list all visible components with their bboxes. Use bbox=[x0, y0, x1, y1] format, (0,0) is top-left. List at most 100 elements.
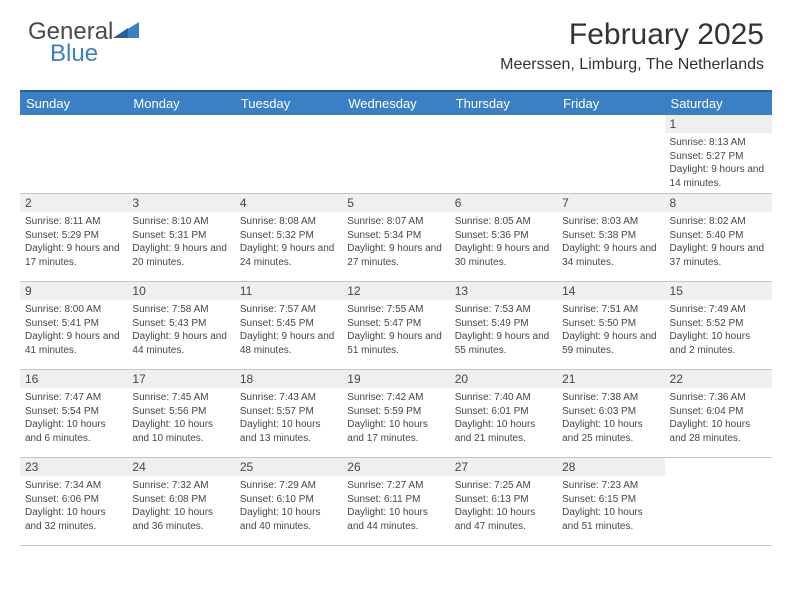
daylight-text: Daylight: 10 hours and 25 minutes. bbox=[562, 418, 659, 445]
calendar-cell bbox=[235, 115, 342, 194]
month-title: February 2025 bbox=[500, 18, 764, 52]
sunrise-text: Sunrise: 7:29 AM bbox=[240, 479, 337, 493]
daylight-text: Daylight: 10 hours and 10 minutes. bbox=[132, 418, 229, 445]
sunrise-text: Sunrise: 8:10 AM bbox=[132, 215, 229, 229]
day-number: 12 bbox=[342, 282, 449, 300]
logo-text-block: General Blue bbox=[28, 18, 139, 68]
daylight-text: Daylight: 9 hours and 59 minutes. bbox=[562, 330, 659, 357]
day-number: 20 bbox=[450, 370, 557, 388]
day-number: 16 bbox=[20, 370, 127, 388]
day-number: 10 bbox=[127, 282, 234, 300]
day-number: 4 bbox=[235, 194, 342, 212]
weekday-header: Wednesday bbox=[342, 91, 449, 115]
day-info: Sunrise: 7:23 AMSunset: 6:15 PMDaylight:… bbox=[557, 476, 664, 536]
sunrise-text: Sunrise: 8:03 AM bbox=[562, 215, 659, 229]
day-number: 5 bbox=[342, 194, 449, 212]
calendar-cell: 10Sunrise: 7:58 AMSunset: 5:43 PMDayligh… bbox=[127, 282, 234, 370]
day-info: Sunrise: 7:47 AMSunset: 5:54 PMDaylight:… bbox=[20, 388, 127, 448]
daylight-text: Daylight: 9 hours and 27 minutes. bbox=[347, 242, 444, 269]
day-info: Sunrise: 7:36 AMSunset: 6:04 PMDaylight:… bbox=[665, 388, 772, 448]
sunset-text: Sunset: 5:52 PM bbox=[670, 317, 767, 331]
weekday-header: Monday bbox=[127, 91, 234, 115]
day-info: Sunrise: 7:58 AMSunset: 5:43 PMDaylight:… bbox=[127, 300, 234, 360]
day-info: Sunrise: 8:02 AMSunset: 5:40 PMDaylight:… bbox=[665, 212, 772, 272]
sunrise-text: Sunrise: 8:07 AM bbox=[347, 215, 444, 229]
daylight-text: Daylight: 10 hours and 17 minutes. bbox=[347, 418, 444, 445]
day-info: Sunrise: 7:49 AMSunset: 5:52 PMDaylight:… bbox=[665, 300, 772, 360]
day-number: 6 bbox=[450, 194, 557, 212]
sunrise-text: Sunrise: 7:47 AM bbox=[25, 391, 122, 405]
day-number: 19 bbox=[342, 370, 449, 388]
calendar-body: 1Sunrise: 8:13 AMSunset: 5:27 PMDaylight… bbox=[20, 115, 772, 546]
logo: General Blue bbox=[28, 18, 139, 68]
calendar-cell: 18Sunrise: 7:43 AMSunset: 5:57 PMDayligh… bbox=[235, 370, 342, 458]
calendar-cell: 14Sunrise: 7:51 AMSunset: 5:50 PMDayligh… bbox=[557, 282, 664, 370]
sunset-text: Sunset: 6:10 PM bbox=[240, 493, 337, 507]
day-info: Sunrise: 7:53 AMSunset: 5:49 PMDaylight:… bbox=[450, 300, 557, 360]
sunset-text: Sunset: 5:47 PM bbox=[347, 317, 444, 331]
calendar-cell: 5Sunrise: 8:07 AMSunset: 5:34 PMDaylight… bbox=[342, 194, 449, 282]
day-info: Sunrise: 7:25 AMSunset: 6:13 PMDaylight:… bbox=[450, 476, 557, 536]
calendar-cell bbox=[127, 115, 234, 194]
sunrise-text: Sunrise: 7:42 AM bbox=[347, 391, 444, 405]
calendar-week-row: 1Sunrise: 8:13 AMSunset: 5:27 PMDaylight… bbox=[20, 115, 772, 194]
sunset-text: Sunset: 6:15 PM bbox=[562, 493, 659, 507]
calendar-week-row: 23Sunrise: 7:34 AMSunset: 6:06 PMDayligh… bbox=[20, 458, 772, 546]
sunrise-text: Sunrise: 8:11 AM bbox=[25, 215, 122, 229]
day-info: Sunrise: 7:27 AMSunset: 6:11 PMDaylight:… bbox=[342, 476, 449, 536]
daylight-text: Daylight: 9 hours and 41 minutes. bbox=[25, 330, 122, 357]
day-number: 14 bbox=[557, 282, 664, 300]
day-number: 3 bbox=[127, 194, 234, 212]
sunrise-text: Sunrise: 7:25 AM bbox=[455, 479, 552, 493]
sunset-text: Sunset: 5:54 PM bbox=[25, 405, 122, 419]
sunrise-text: Sunrise: 7:45 AM bbox=[132, 391, 229, 405]
calendar-cell: 9Sunrise: 8:00 AMSunset: 5:41 PMDaylight… bbox=[20, 282, 127, 370]
sunset-text: Sunset: 5:45 PM bbox=[240, 317, 337, 331]
daylight-text: Daylight: 9 hours and 44 minutes. bbox=[132, 330, 229, 357]
calendar-cell: 7Sunrise: 8:03 AMSunset: 5:38 PMDaylight… bbox=[557, 194, 664, 282]
daylight-text: Daylight: 9 hours and 30 minutes. bbox=[455, 242, 552, 269]
sunset-text: Sunset: 5:32 PM bbox=[240, 229, 337, 243]
daylight-text: Daylight: 10 hours and 51 minutes. bbox=[562, 506, 659, 533]
calendar-cell: 13Sunrise: 7:53 AMSunset: 5:49 PMDayligh… bbox=[450, 282, 557, 370]
calendar-cell bbox=[342, 115, 449, 194]
sunrise-text: Sunrise: 7:43 AM bbox=[240, 391, 337, 405]
logo-triangle-icon bbox=[113, 20, 139, 45]
daylight-text: Daylight: 9 hours and 48 minutes. bbox=[240, 330, 337, 357]
sunrise-text: Sunrise: 8:02 AM bbox=[670, 215, 767, 229]
sunrise-text: Sunrise: 7:38 AM bbox=[562, 391, 659, 405]
calendar-cell: 16Sunrise: 7:47 AMSunset: 5:54 PMDayligh… bbox=[20, 370, 127, 458]
calendar-cell: 25Sunrise: 7:29 AMSunset: 6:10 PMDayligh… bbox=[235, 458, 342, 546]
calendar-cell: 3Sunrise: 8:10 AMSunset: 5:31 PMDaylight… bbox=[127, 194, 234, 282]
calendar-cell: 4Sunrise: 8:08 AMSunset: 5:32 PMDaylight… bbox=[235, 194, 342, 282]
day-number: 9 bbox=[20, 282, 127, 300]
daylight-text: Daylight: 10 hours and 36 minutes. bbox=[132, 506, 229, 533]
sunset-text: Sunset: 6:13 PM bbox=[455, 493, 552, 507]
calendar-cell bbox=[20, 115, 127, 194]
calendar-cell: 15Sunrise: 7:49 AMSunset: 5:52 PMDayligh… bbox=[665, 282, 772, 370]
sunrise-text: Sunrise: 7:40 AM bbox=[455, 391, 552, 405]
calendar-cell: 21Sunrise: 7:38 AMSunset: 6:03 PMDayligh… bbox=[557, 370, 664, 458]
day-info: Sunrise: 8:05 AMSunset: 5:36 PMDaylight:… bbox=[450, 212, 557, 272]
day-info: Sunrise: 7:34 AMSunset: 6:06 PMDaylight:… bbox=[20, 476, 127, 536]
day-number: 11 bbox=[235, 282, 342, 300]
day-number: 18 bbox=[235, 370, 342, 388]
calendar-table: SundayMondayTuesdayWednesdayThursdayFrid… bbox=[20, 90, 772, 546]
sunrise-text: Sunrise: 7:51 AM bbox=[562, 303, 659, 317]
daylight-text: Daylight: 10 hours and 13 minutes. bbox=[240, 418, 337, 445]
day-info: Sunrise: 7:43 AMSunset: 5:57 PMDaylight:… bbox=[235, 388, 342, 448]
sunset-text: Sunset: 5:27 PM bbox=[670, 150, 767, 164]
sunrise-text: Sunrise: 8:05 AM bbox=[455, 215, 552, 229]
day-info: Sunrise: 8:03 AMSunset: 5:38 PMDaylight:… bbox=[557, 212, 664, 272]
daylight-text: Daylight: 10 hours and 28 minutes. bbox=[670, 418, 767, 445]
daylight-text: Daylight: 10 hours and 40 minutes. bbox=[240, 506, 337, 533]
day-info: Sunrise: 8:11 AMSunset: 5:29 PMDaylight:… bbox=[20, 212, 127, 272]
weekday-header: Thursday bbox=[450, 91, 557, 115]
daylight-text: Daylight: 10 hours and 47 minutes. bbox=[455, 506, 552, 533]
sunrise-text: Sunrise: 7:23 AM bbox=[562, 479, 659, 493]
daylight-text: Daylight: 9 hours and 20 minutes. bbox=[132, 242, 229, 269]
sunset-text: Sunset: 5:41 PM bbox=[25, 317, 122, 331]
day-info: Sunrise: 7:45 AMSunset: 5:56 PMDaylight:… bbox=[127, 388, 234, 448]
sunrise-text: Sunrise: 7:55 AM bbox=[347, 303, 444, 317]
day-number: 27 bbox=[450, 458, 557, 476]
